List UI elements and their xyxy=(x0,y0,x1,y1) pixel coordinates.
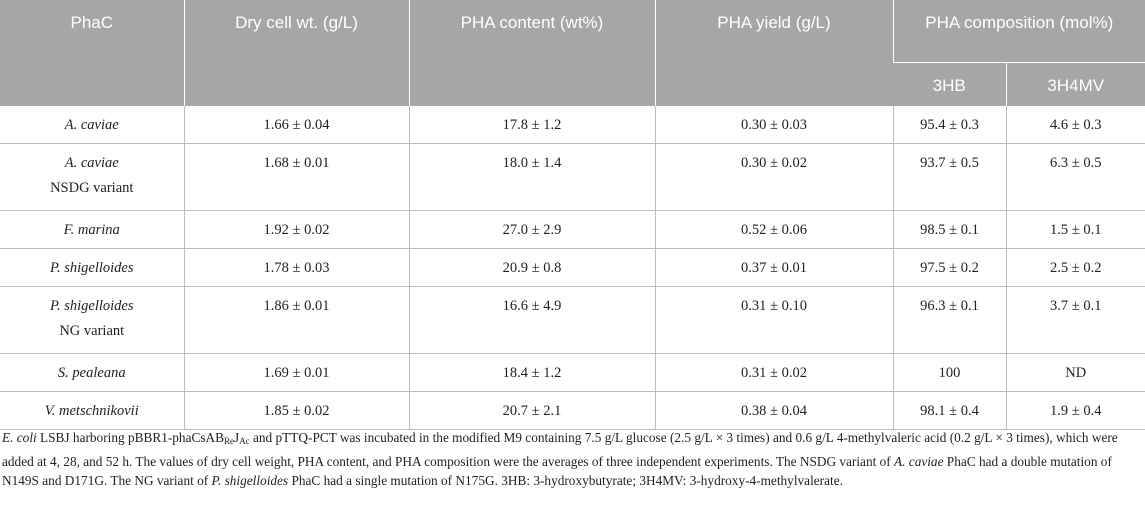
3h4mv-value: 1.9 ± 0.4 xyxy=(1005,391,1145,430)
pha-yield-value: 0.31 ± 0.10 xyxy=(654,286,893,354)
header-dry-cell-wt: Dry cell wt. (g/L) xyxy=(183,0,409,106)
3hb-value: 98.5 ± 0.1 xyxy=(892,210,1006,249)
pha-content-value: 16.6 ± 4.9 xyxy=(408,286,655,354)
footnote-organism: P. shigelloides xyxy=(211,473,289,488)
pha-yield-value: 0.30 ± 0.03 xyxy=(654,106,893,144)
data-table-container: PhaC Dry cell wt. (g/L) PHA content (wt%… xyxy=(0,0,1145,430)
footnote-subscript: Re xyxy=(224,436,234,446)
3h4mv-value: 6.3 ± 0.5 xyxy=(1005,143,1145,211)
3hb-value: 98.1 ± 0.4 xyxy=(892,391,1006,430)
phac-variant: NG variant xyxy=(59,323,125,339)
dry-cell-value: 1.85 ± 0.02 xyxy=(183,391,409,430)
dry-cell-value: 1.78 ± 0.03 xyxy=(183,248,409,287)
pha-yield-value: 0.30 ± 0.02 xyxy=(654,143,893,211)
phac-name-cell: P. shigelloides NG variant xyxy=(0,286,184,354)
footnote-text: PhaC had a double mutation of N149S and … xyxy=(2,453,1112,489)
dry-cell-value: 1.68 ± 0.01 xyxy=(183,143,409,211)
table-row: P. shigelloides 1.78 ± 0.03 20.9 ± 0.8 0… xyxy=(0,248,1145,287)
3h4mv-value: 3.7 ± 0.1 xyxy=(1005,286,1145,354)
table-footnote: E. coli LSBJ harboring pBBR1-phaCsABReJA… xyxy=(2,428,1137,491)
phac-name: P. shigelloides xyxy=(0,248,184,287)
phac-name-cell: A. caviae NSDG variant xyxy=(0,143,184,211)
3hb-value: 93.7 ± 0.5 xyxy=(892,143,1006,211)
phac-name: S. pealeana xyxy=(0,353,184,392)
pha-yield-value: 0.52 ± 0.06 xyxy=(654,210,893,249)
pha-content-value: 27.0 ± 2.9 xyxy=(408,210,655,249)
dry-cell-value: 1.69 ± 0.01 xyxy=(183,353,409,392)
dry-cell-value: 1.86 ± 0.01 xyxy=(183,286,409,354)
table-row: S. pealeana 1.69 ± 0.01 18.4 ± 1.2 0.31 … xyxy=(0,353,1145,392)
3hb-value: 96.3 ± 0.1 xyxy=(892,286,1006,354)
footnote-organism: A. caviae xyxy=(894,453,944,469)
header-pha-content: PHA content (wt%) xyxy=(408,0,655,106)
header-phac: PhaC xyxy=(0,0,184,106)
table-row: P. shigelloides NG variant 1.86 ± 0.01 16… xyxy=(0,286,1145,354)
footnote-text: and pTTQ-PCT was incubated in the modifi… xyxy=(2,430,1118,469)
table-row: A. caviae 1.66 ± 0.04 17.8 ± 1.2 0.30 ± … xyxy=(0,106,1145,144)
phac-name: F. marina xyxy=(0,210,184,249)
header-3hb: 3HB xyxy=(893,62,1006,106)
table-row: F. marina 1.92 ± 0.02 27.0 ± 2.9 0.52 ± … xyxy=(0,210,1145,249)
dry-cell-value: 1.66 ± 0.04 xyxy=(183,106,409,144)
pha-yield-value: 0.38 ± 0.04 xyxy=(654,391,893,430)
phac-name: V. metschnikovii xyxy=(0,391,184,430)
3hb-value: 100 xyxy=(892,353,1006,392)
table-row: V. metschnikovii 1.85 ± 0.02 20.7 ± 2.1 … xyxy=(0,391,1145,430)
dry-cell-value: 1.92 ± 0.02 xyxy=(183,210,409,249)
phac-name: P. shigelloides xyxy=(49,298,134,314)
phac-name: A. caviae xyxy=(0,106,184,144)
table-row: A. caviae NSDG variant 1.68 ± 0.01 18.0 ±… xyxy=(0,143,1145,211)
footnote-text: LSBJ harboring pBBR1-phaCsAB xyxy=(36,430,224,445)
3h4mv-value: 4.6 ± 0.3 xyxy=(1005,106,1145,144)
footnote-organism: E. coli xyxy=(2,430,37,445)
pha-content-value: 18.4 ± 1.2 xyxy=(408,353,655,392)
3h4mv-value: 2.5 ± 0.2 xyxy=(1005,248,1145,287)
pha-content-value: 18.0 ± 1.4 xyxy=(408,143,655,211)
phac-variant: NSDG variant xyxy=(50,180,134,196)
pha-yield-value: 0.37 ± 0.01 xyxy=(654,248,893,287)
3h4mv-value: ND xyxy=(1005,353,1145,392)
3h4mv-value: 1.5 ± 0.1 xyxy=(1005,210,1145,249)
3hb-value: 97.5 ± 0.2 xyxy=(892,248,1006,287)
pha-content-value: 20.7 ± 2.1 xyxy=(408,391,655,430)
header-3h4mv: 3H4MV xyxy=(1005,62,1145,106)
pha-content-value: 20.9 ± 0.8 xyxy=(408,248,655,287)
pha-table: PhaC Dry cell wt. (g/L) PHA content (wt%… xyxy=(0,0,1145,430)
3hb-value: 95.4 ± 0.3 xyxy=(892,106,1006,144)
pha-yield-value: 0.31 ± 0.02 xyxy=(654,353,893,392)
footnote-text: J xyxy=(234,430,240,445)
footnote-subscript: Ac xyxy=(239,436,250,446)
header-pha-yield: PHA yield (g/L) xyxy=(654,0,893,106)
pha-content-value: 17.8 ± 1.2 xyxy=(408,106,655,144)
phac-name: A. caviae xyxy=(64,155,119,171)
header-pha-composition: PHA composition (mol%) xyxy=(892,0,1145,63)
footnote-text: PhaC had a single mutation of N175G. 3HB… xyxy=(288,473,843,488)
